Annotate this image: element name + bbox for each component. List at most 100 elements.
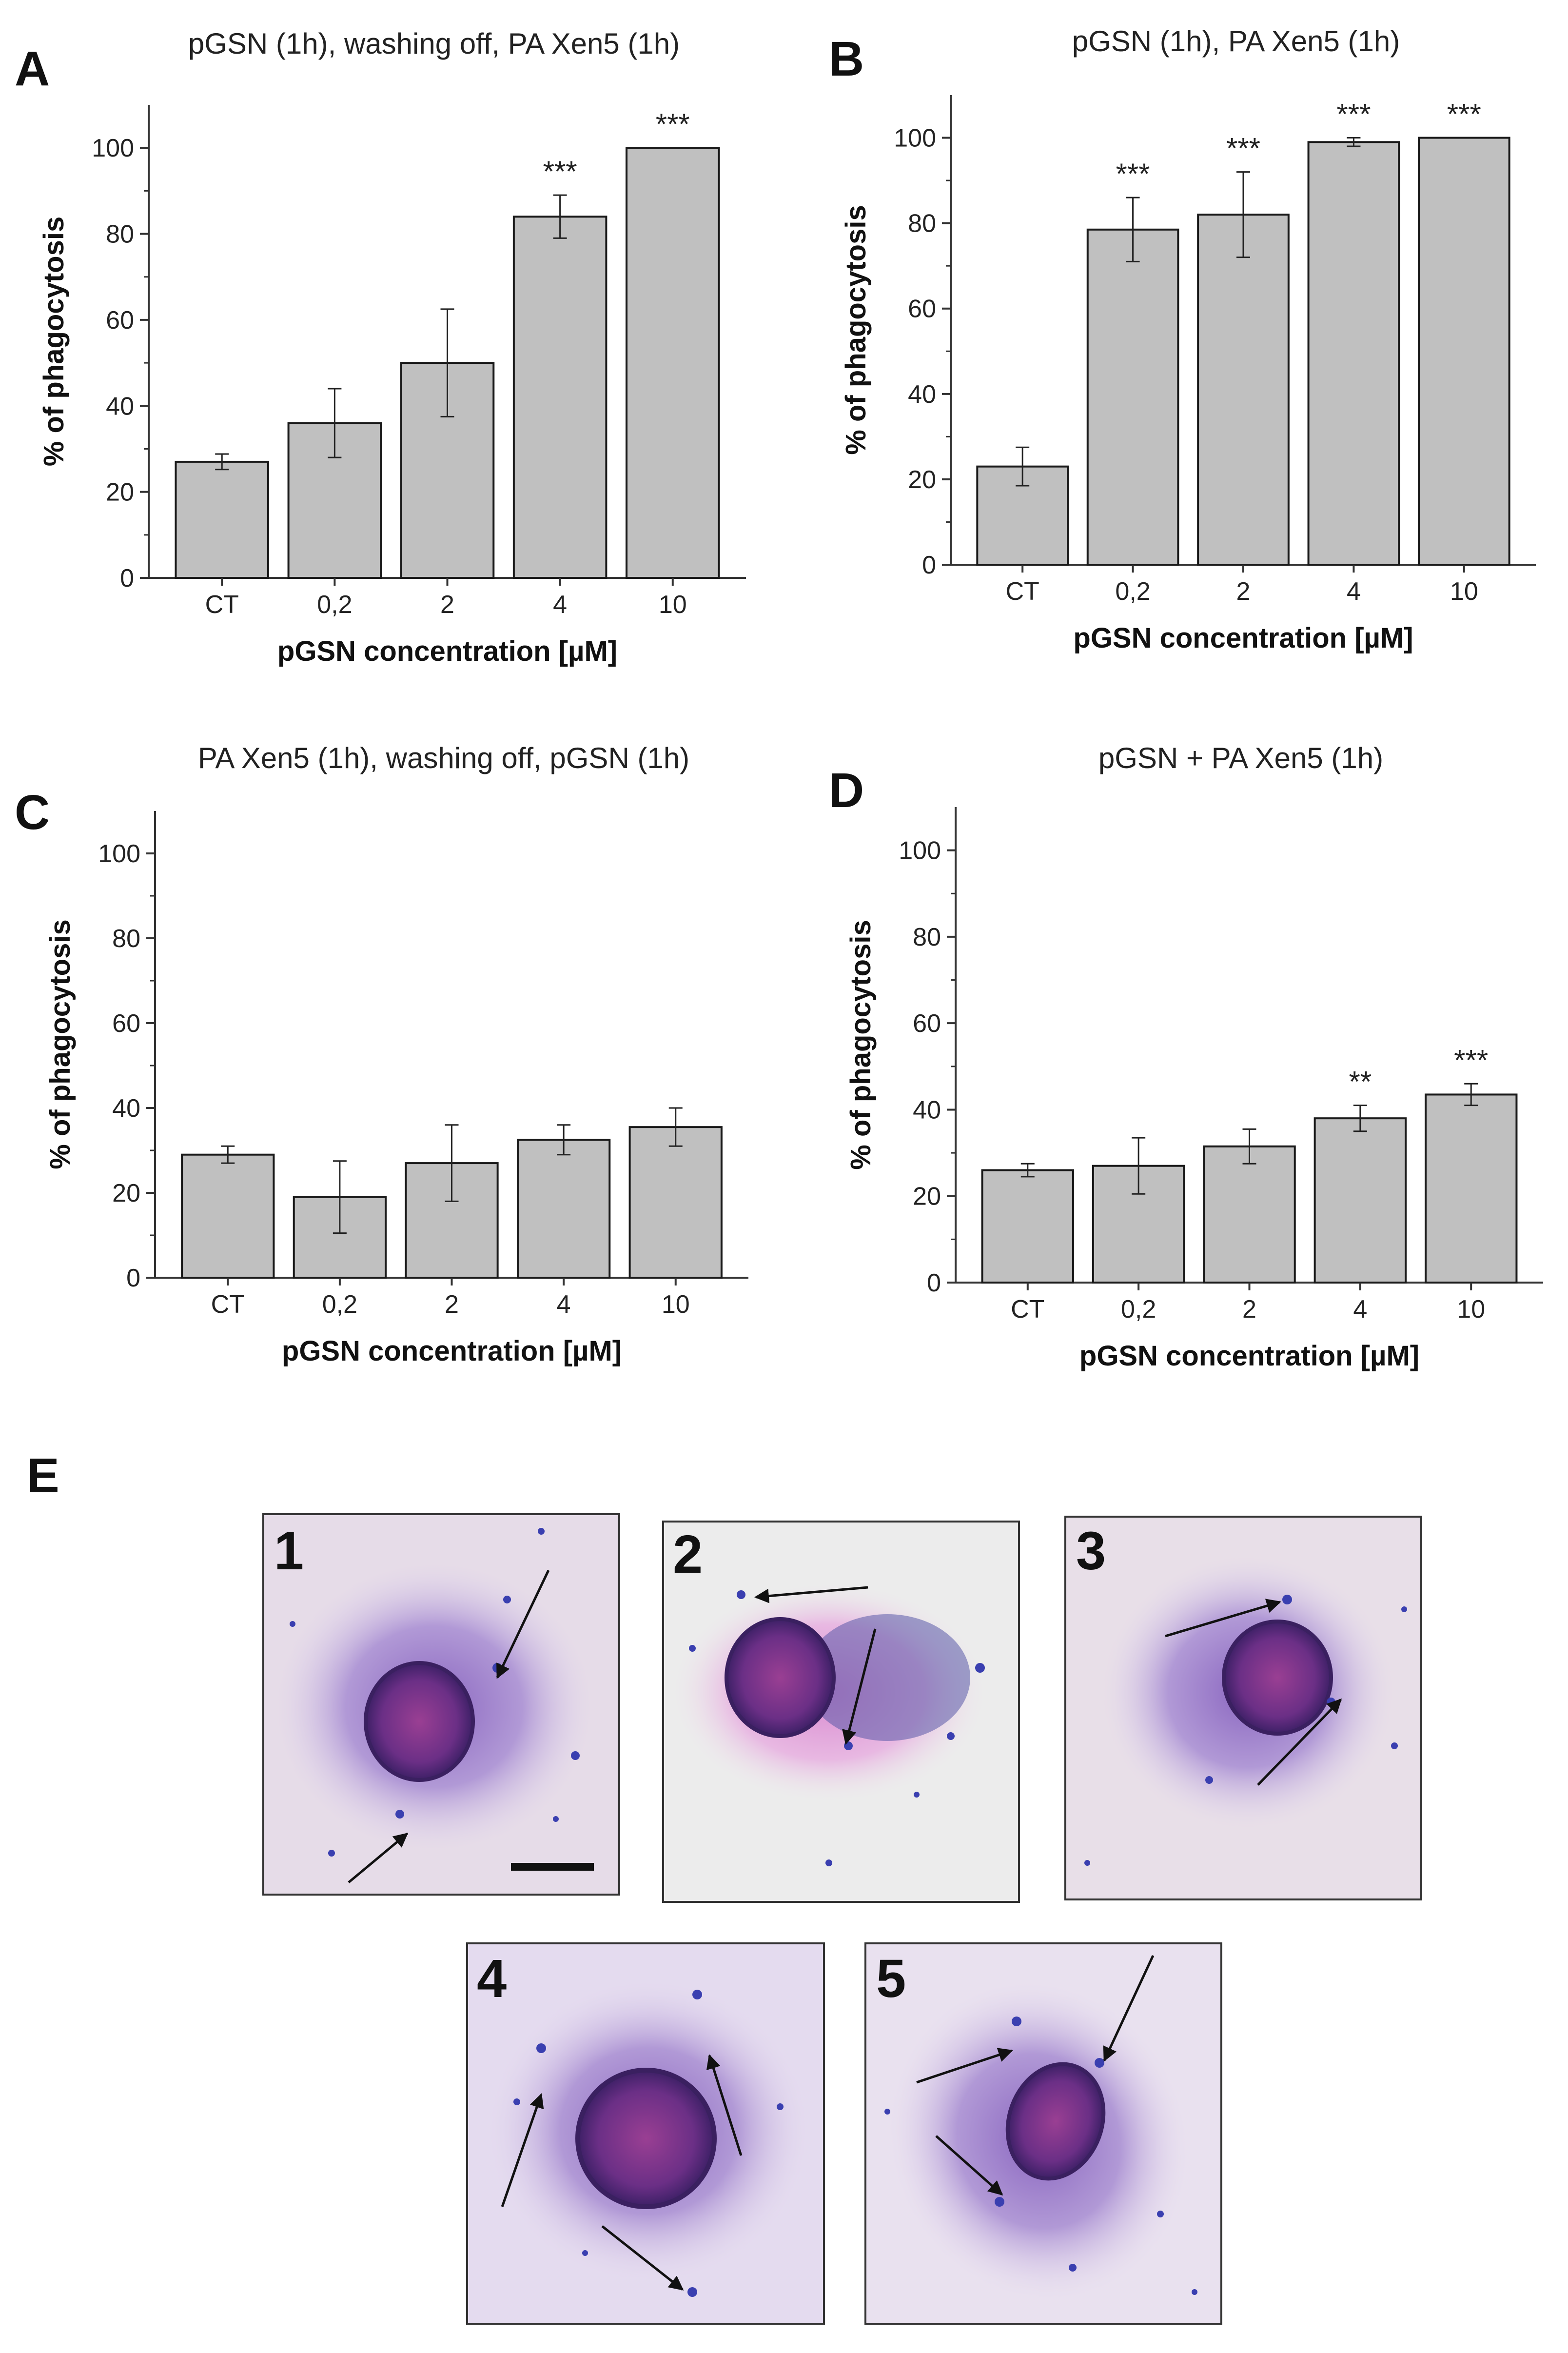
bar-b bbox=[1307, 141, 1400, 566]
significance-mark-d: ** bbox=[1349, 1066, 1372, 1098]
x-tick-label-b: 2 bbox=[1236, 577, 1251, 606]
chart-title-b: pGSN (1h), PA Xen5 (1h) bbox=[1072, 25, 1400, 58]
x-tick-label-b: 0,2 bbox=[1115, 577, 1150, 606]
y-tick-label-a: 20 bbox=[106, 478, 134, 507]
y-tick-label-c: 100 bbox=[98, 840, 140, 868]
x-axis-label-b: pGSN concentration [µM] bbox=[1073, 622, 1413, 654]
bar-b bbox=[1418, 137, 1510, 566]
bar-a bbox=[626, 147, 720, 579]
micrograph-3: 3 bbox=[1064, 1516, 1422, 1900]
bar-a bbox=[512, 216, 608, 579]
y-tick-label-a: 80 bbox=[106, 220, 134, 249]
y-axis-label-b: % of phagocytosis bbox=[840, 205, 872, 455]
x-tick-label-c: 2 bbox=[445, 1290, 459, 1319]
bar-a bbox=[175, 460, 270, 579]
bar-c bbox=[516, 1139, 611, 1279]
x-tick-label-d: 2 bbox=[1242, 1295, 1256, 1324]
micrograph-label-5: 5 bbox=[876, 1949, 906, 2009]
y-tick-label-a: 40 bbox=[106, 392, 134, 420]
micrograph-label-2: 2 bbox=[673, 1524, 703, 1584]
bar-d bbox=[1425, 1093, 1518, 1284]
bar-b bbox=[1086, 228, 1179, 566]
x-tick-label-c: 0,2 bbox=[322, 1290, 357, 1319]
y-tick-label-d: 0 bbox=[927, 1269, 941, 1297]
x-axis-label-d: pGSN concentration [µM] bbox=[1079, 1340, 1419, 1372]
x-tick-label-c: CT bbox=[211, 1290, 245, 1319]
micrograph-4: 4 bbox=[466, 1942, 825, 2325]
y-tick-label-b: 20 bbox=[908, 466, 936, 494]
micrograph-label-3: 3 bbox=[1076, 1521, 1106, 1581]
chart-panel-c: CPA Xen5 (1h), washing off, pGSN (1h)020… bbox=[15, 742, 748, 1367]
y-tick-label-a: 100 bbox=[92, 134, 134, 162]
micrograph-1: 1 bbox=[262, 1513, 620, 1896]
significance-mark-a: *** bbox=[656, 108, 690, 140]
bar-d bbox=[1313, 1117, 1407, 1284]
chart-title-c: PA Xen5 (1h), washing off, pGSN (1h) bbox=[198, 742, 689, 774]
y-axis-label-d: % of phagocytosis bbox=[845, 920, 877, 1169]
x-tick-label-a: 0,2 bbox=[317, 591, 352, 619]
y-tick-label-c: 80 bbox=[112, 925, 140, 953]
y-tick-label-c: 40 bbox=[112, 1094, 140, 1123]
significance-mark-a: *** bbox=[543, 155, 577, 188]
y-tick-label-d: 20 bbox=[913, 1183, 941, 1211]
panel-letter-e: E bbox=[27, 1448, 59, 1503]
x-tick-label-d: 10 bbox=[1457, 1295, 1485, 1324]
y-tick-label-d: 40 bbox=[913, 1096, 941, 1124]
y-tick-label-c: 0 bbox=[126, 1264, 140, 1292]
x-tick-label-a: 2 bbox=[440, 591, 454, 619]
y-axis-label-a: % of phagocytosis bbox=[38, 217, 70, 466]
y-tick-label-b: 60 bbox=[908, 295, 936, 323]
y-tick-label-c: 20 bbox=[112, 1179, 140, 1207]
y-tick-label-b: 0 bbox=[922, 551, 936, 579]
significance-mark-b: *** bbox=[1447, 98, 1481, 131]
y-tick-label-b: 80 bbox=[908, 210, 936, 238]
x-axis-label-a: pGSN concentration [µM] bbox=[277, 635, 617, 667]
y-tick-label-c: 60 bbox=[112, 1009, 140, 1038]
x-tick-label-a: CT bbox=[205, 591, 239, 619]
micrograph-label-1: 1 bbox=[274, 1521, 304, 1581]
micrograph-label-4: 4 bbox=[477, 1949, 507, 2009]
y-tick-label-a: 60 bbox=[106, 306, 134, 335]
significance-mark-b: *** bbox=[1336, 98, 1371, 131]
micrograph-5: 5 bbox=[864, 1942, 1222, 2325]
bar-c bbox=[181, 1153, 275, 1279]
y-tick-label-d: 100 bbox=[899, 837, 941, 865]
bar-b bbox=[1197, 214, 1290, 566]
panel-letter-a: A bbox=[15, 41, 50, 96]
x-tick-label-b: CT bbox=[1006, 577, 1039, 606]
x-tick-label-d: 4 bbox=[1353, 1295, 1367, 1324]
x-axis-label-c: pGSN concentration [µM] bbox=[282, 1335, 622, 1367]
x-tick-label-c: 10 bbox=[662, 1290, 690, 1319]
micrograph-2: 2 bbox=[662, 1521, 1020, 1903]
significance-mark-b: *** bbox=[1226, 132, 1260, 165]
x-tick-label-d: CT bbox=[1011, 1295, 1044, 1324]
bar-c bbox=[628, 1126, 723, 1279]
y-tick-label-d: 60 bbox=[913, 1009, 941, 1038]
x-tick-label-a: 4 bbox=[553, 591, 567, 619]
panel-e: E bbox=[27, 1448, 1422, 2325]
panel-letter-b: B bbox=[829, 32, 864, 86]
bar-d bbox=[981, 1169, 1074, 1284]
y-tick-label-a: 0 bbox=[120, 564, 134, 593]
x-tick-label-a: 10 bbox=[659, 591, 687, 619]
significance-mark-b: *** bbox=[1116, 158, 1150, 190]
y-tick-label-b: 40 bbox=[908, 380, 936, 409]
x-tick-label-d: 0,2 bbox=[1121, 1295, 1156, 1324]
significance-mark-d: *** bbox=[1454, 1044, 1488, 1076]
bar-d bbox=[1203, 1145, 1296, 1284]
chart-title-d: pGSN + PA Xen5 (1h) bbox=[1098, 742, 1383, 774]
x-tick-label-b: 4 bbox=[1347, 577, 1361, 606]
chart-title-a: pGSN (1h), washing off, PA Xen5 (1h) bbox=[188, 27, 680, 60]
y-axis-label-c: % of phagocytosis bbox=[44, 919, 76, 1169]
panel-letter-d: D bbox=[829, 763, 864, 818]
y-tick-label-b: 100 bbox=[894, 124, 936, 153]
y-tick-label-d: 80 bbox=[913, 923, 941, 951]
panel-letter-c: C bbox=[15, 785, 50, 840]
x-tick-label-c: 4 bbox=[557, 1290, 571, 1319]
x-tick-label-b: 10 bbox=[1450, 577, 1478, 606]
